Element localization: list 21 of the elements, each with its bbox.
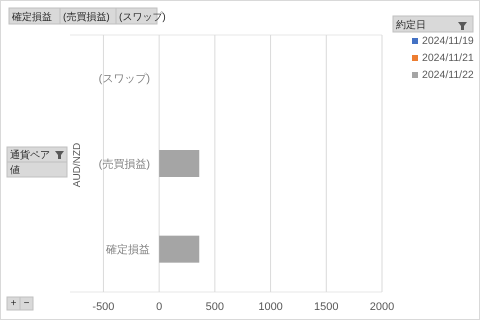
y-tick-label: 確定損益 (105, 243, 150, 256)
legend-title: 約定日 (396, 19, 426, 31)
text: − (24, 298, 30, 309)
text: 確定損益 (11, 11, 52, 23)
text: + (10, 298, 17, 309)
text: (スワップ) (119, 11, 166, 23)
legend-label: 2024/11/19 (422, 35, 474, 47)
x-tick-label: 1000 (258, 301, 283, 313)
x-tick-label: 2000 (370, 301, 394, 313)
legend-label: 2024/11/21 (422, 52, 474, 64)
legend-label: 2024/11/22 (422, 69, 474, 81)
y-tick-label: (スワップ) (98, 72, 150, 85)
x-tick-label: -500 (92, 301, 114, 313)
text: (売買損益) (63, 11, 110, 23)
text: 通貨ペア (10, 149, 50, 161)
text: 値 (10, 164, 20, 176)
y-axis-title: AUD/NZD (72, 142, 83, 188)
x-tick-label: 0 (156, 301, 162, 313)
x-tick-label: 500 (206, 301, 224, 313)
x-tick-label: 1500 (314, 301, 339, 313)
y-tick-label: (売買損益) (98, 158, 150, 170)
